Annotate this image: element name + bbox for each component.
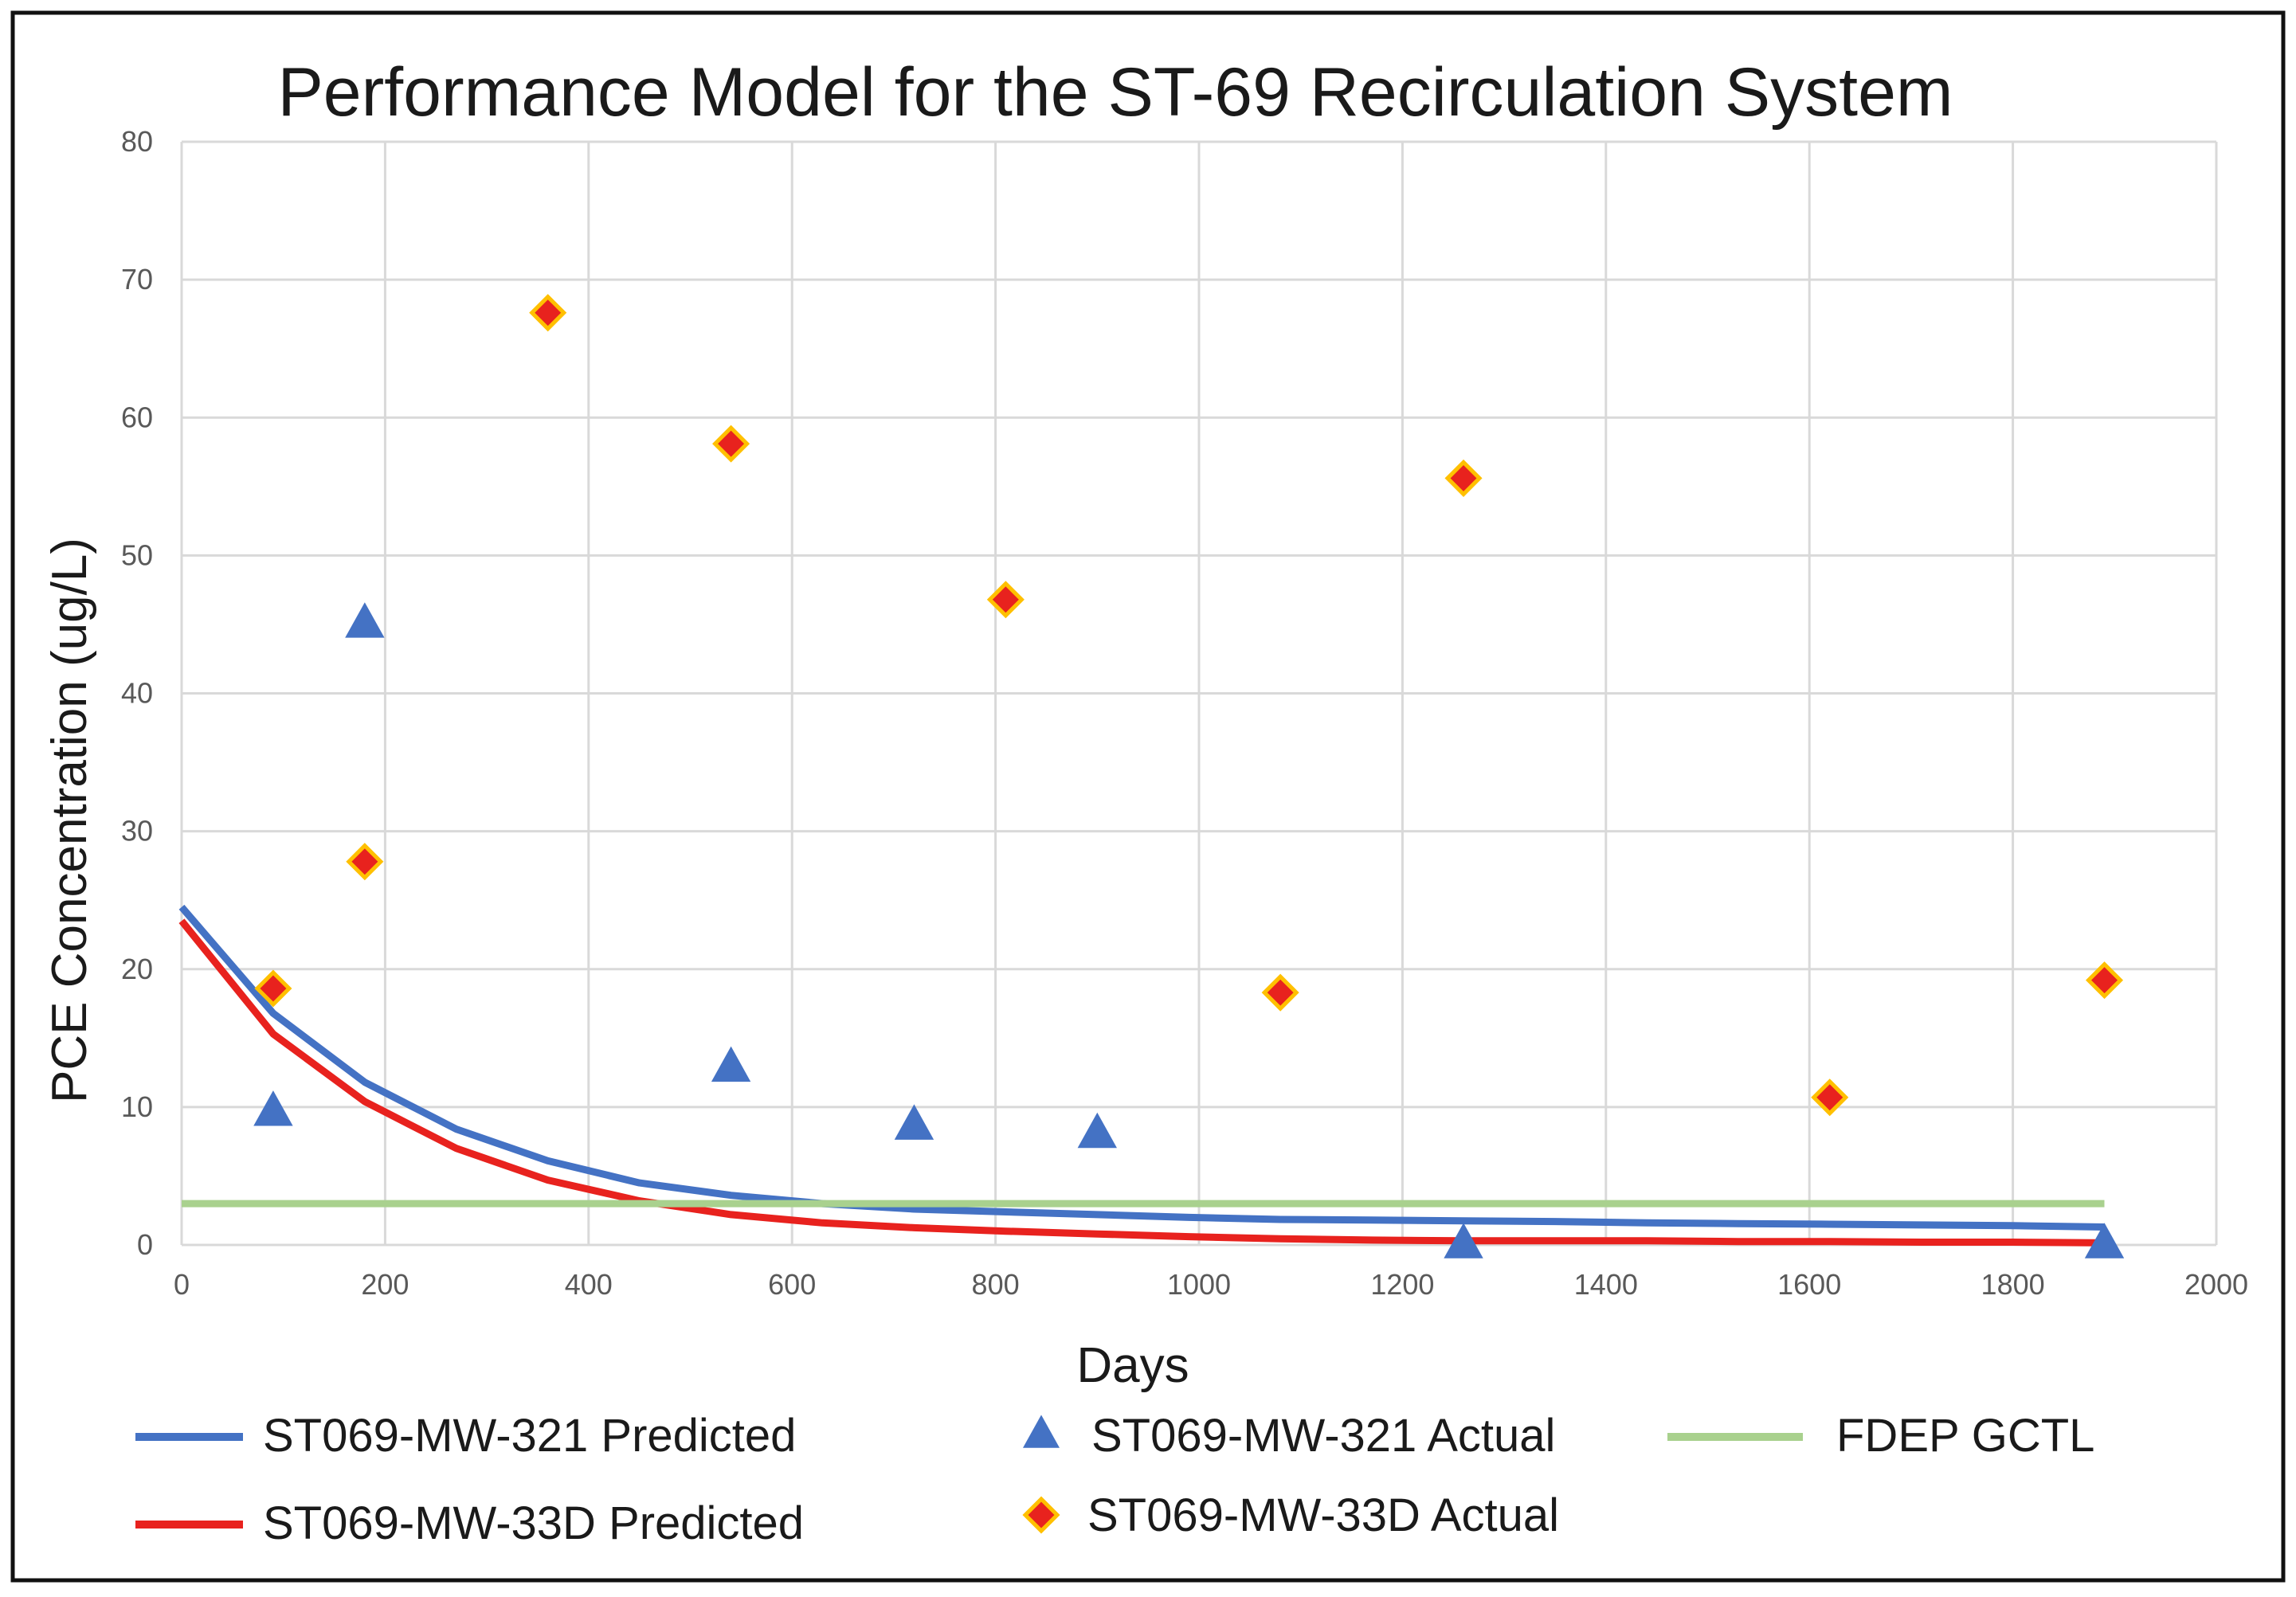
x-tick-label: 1200 — [1370, 1268, 1434, 1301]
data-point-st069-mw-33d-actual — [2085, 961, 2124, 1000]
data-point-st069-mw-321-actual — [711, 1046, 751, 1082]
legend-item-st069-mw-321-actual: ST069-MW-321 Actual — [1023, 1410, 1555, 1462]
legend-label: FDEP GCTL — [1836, 1410, 2094, 1462]
x-tick-label: 1000 — [1167, 1268, 1231, 1301]
data-point-st069-mw-321-actual — [1444, 1223, 1483, 1258]
x-tick-label: 2000 — [2184, 1268, 2248, 1301]
data-point-st069-mw-33d-actual — [1261, 973, 1299, 1012]
y-tick-label: 70 — [121, 263, 153, 296]
x-tick-label: 200 — [361, 1268, 409, 1301]
x-tick-label: 1600 — [1777, 1268, 1841, 1301]
x-tick-label: 400 — [565, 1268, 613, 1301]
y-tick-label: 60 — [121, 401, 153, 433]
x-tick-label: 0 — [174, 1268, 190, 1301]
legend-label: ST069-MW-33D Actual — [1087, 1489, 1559, 1541]
x-tick-label: 1400 — [1574, 1268, 1638, 1301]
y-axis-title: PCE Concentration (ug/L) — [42, 538, 97, 1103]
x-tick-label: 600 — [768, 1268, 816, 1301]
data-point-st069-mw-33d-actual — [254, 969, 292, 1008]
x-tick-label: 800 — [972, 1268, 1020, 1301]
y-tick-label: 20 — [121, 953, 153, 985]
data-point-st069-mw-33d-actual — [346, 843, 384, 881]
legend-label: ST069-MW-321 Actual — [1091, 1410, 1555, 1462]
chart-border — [10, 10, 2286, 1583]
series-line-st069-mw-321-predicted — [178, 904, 2105, 1231]
data-point-st069-mw-321-actual — [894, 1104, 934, 1140]
series-layer — [178, 294, 2125, 1258]
legend-label: ST069-MW-33D Predicted — [263, 1497, 804, 1549]
legend-swatch — [1023, 1415, 1060, 1448]
data-point-st069-mw-33d-actual — [986, 581, 1025, 619]
chart-title: Performance Model for the ST-69 Recircul… — [277, 54, 1953, 131]
series-line-st069-mw-33d-predicted — [178, 918, 2105, 1247]
legend-swatch — [1022, 1496, 1060, 1534]
data-point-st069-mw-33d-actual — [1444, 459, 1483, 497]
legend-item-fdep-gctl: FDEP GCTL — [1667, 1410, 2094, 1462]
legend-item-st069-mw-33d-predicted: ST069-MW-33D Predicted — [135, 1497, 804, 1549]
legend: ST069-MW-321 Predicted ST069-MW-321 Actua… — [135, 1410, 2094, 1549]
data-point-st069-mw-321-actual — [1077, 1112, 1117, 1149]
y-tick-label: 10 — [121, 1090, 153, 1123]
data-point-st069-mw-33d-actual — [1811, 1078, 1849, 1117]
data-point-st069-mw-321-actual — [345, 602, 385, 638]
x-axis-title: Days — [1076, 1338, 1189, 1393]
legend-item-st069-mw-321-predicted: ST069-MW-321 Predicted — [135, 1410, 796, 1462]
y-tick-label: 0 — [137, 1228, 153, 1261]
data-point-st069-mw-33d-actual — [712, 425, 750, 463]
legend-label: ST069-MW-321 Predicted — [263, 1410, 796, 1462]
y-tick-label: 40 — [121, 677, 153, 710]
y-tick-label: 50 — [121, 538, 153, 571]
y-tick-label: 30 — [121, 815, 153, 847]
data-point-st069-mw-321-actual — [2084, 1223, 2125, 1258]
data-point-st069-mw-321-actual — [253, 1090, 293, 1126]
data-point-st069-mw-33d-actual — [529, 294, 567, 332]
legend-item-st069-mw-33d-actual: ST069-MW-33D Actual — [1022, 1489, 1559, 1541]
y-tick-label: 80 — [121, 125, 153, 158]
x-tick-label: 1800 — [1981, 1268, 2045, 1301]
